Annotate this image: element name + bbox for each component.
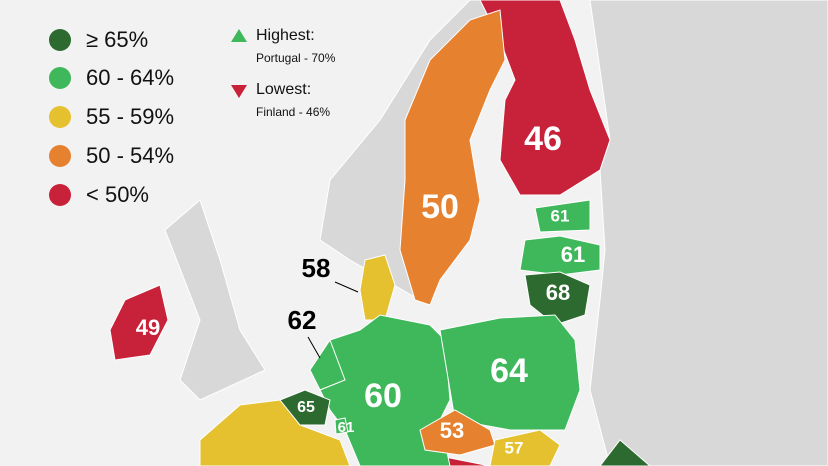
legend-label: ≥ 65% (86, 27, 148, 52)
region-value: 57 (505, 438, 524, 457)
region (439, 314, 581, 431)
region-value: 62 (288, 305, 317, 335)
legend-swatch (49, 145, 71, 167)
legend-label: 50 - 54% (86, 143, 174, 168)
highlight-detail: Finland - 46% (256, 105, 330, 119)
region (519, 235, 601, 276)
region-value: 68 (546, 280, 570, 305)
region (524, 271, 591, 326)
leader-line (334, 281, 359, 293)
region (399, 9, 506, 306)
legend-swatch (49, 184, 71, 206)
highlight-detail: Portugal - 70% (256, 51, 336, 65)
region-value: 50 (421, 188, 459, 226)
region (599, 439, 651, 466)
legend: ≥ 65% 60 - 64% 55 - 59% 50 - 54% < 50% (49, 27, 174, 207)
region (479, 0, 611, 196)
land (164, 199, 266, 401)
up-triangle (231, 29, 247, 42)
down-triangle (231, 85, 247, 98)
region (199, 399, 351, 466)
region-value: 61 (561, 242, 585, 267)
region (109, 284, 169, 361)
land (589, 0, 828, 466)
region (279, 389, 331, 426)
region-value: 53 (440, 418, 464, 443)
legend-label: 55 - 59% (86, 104, 174, 129)
legend-label: < 50% (86, 182, 149, 207)
highlight-title: Highest: (256, 27, 315, 44)
region (359, 254, 396, 321)
region-value: 49 (136, 315, 160, 340)
legend-swatch (49, 106, 71, 128)
region-value: 61 (551, 206, 570, 225)
leader-line (307, 336, 321, 359)
region-value: 64 (490, 352, 528, 390)
legend-swatch (49, 29, 71, 51)
region (534, 199, 591, 233)
region-value: 46 (524, 120, 562, 158)
region-value: 60 (364, 377, 402, 415)
region (334, 417, 349, 435)
region (489, 429, 561, 466)
legend-swatch (49, 67, 71, 89)
region-value: 58 (302, 253, 331, 283)
legend-label: 60 - 64% (86, 65, 174, 90)
region-value: 65 (297, 399, 315, 416)
region-value: 61 (338, 419, 355, 436)
highlights: Highest: Portugal - 70% Lowest: Finland … (231, 27, 336, 119)
highlight-title: Lowest: (256, 81, 311, 98)
